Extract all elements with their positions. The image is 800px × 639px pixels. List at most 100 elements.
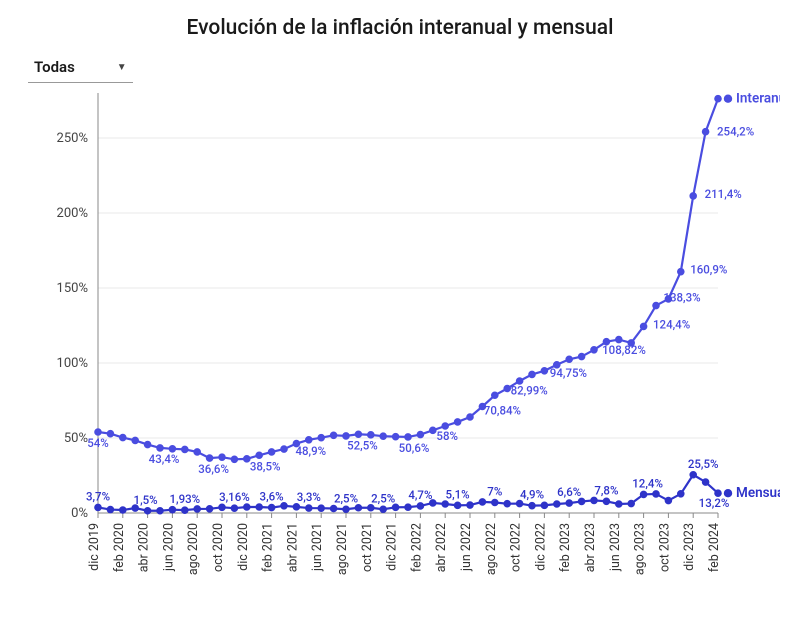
data-label: 50,6% [399, 441, 430, 455]
x-tick-label: jun 2021 [310, 523, 325, 572]
series-point [144, 441, 150, 447]
series-end-label: Mensual [736, 485, 780, 501]
data-label: 43,4% [149, 452, 180, 466]
series-point [95, 429, 101, 435]
data-label: 48,9% [295, 444, 326, 458]
x-tick-label: jun 2023 [608, 523, 623, 572]
series-point [529, 502, 535, 508]
series-point [281, 446, 287, 452]
x-tick-label: ago 2020 [186, 523, 201, 575]
series-point [678, 268, 684, 274]
series-point [640, 323, 646, 329]
series-point [616, 501, 622, 507]
series-point [603, 498, 609, 504]
x-tick-label: abr 2023 [583, 523, 598, 572]
x-tick-label: abr 2021 [285, 523, 300, 572]
data-label: 211,4% [705, 187, 742, 201]
series-point [355, 505, 361, 511]
series-point [392, 433, 398, 439]
x-tick-label: feb 2023 [558, 523, 573, 572]
series-point [504, 501, 510, 507]
series-point [702, 479, 708, 485]
series-point [157, 508, 163, 514]
data-label: 3,7% [86, 489, 110, 503]
series-point [678, 491, 684, 497]
series-point [268, 449, 274, 455]
series-point [690, 193, 696, 199]
series-point [467, 414, 473, 420]
data-label: 94,75% [550, 366, 587, 380]
series-point [256, 504, 262, 510]
data-label: 7,8% [594, 483, 618, 497]
inflation-chart: 0%50%100%150%200%250%dic 2019feb 2020abr… [20, 93, 780, 623]
series-point [653, 491, 659, 497]
series-point [219, 504, 225, 510]
series-end-label: Interanual [736, 93, 780, 107]
data-label: 3,16% [219, 490, 250, 504]
y-tick-label: 250% [57, 131, 88, 146]
series-point [144, 508, 150, 514]
series-point [554, 501, 560, 507]
series-point [417, 431, 423, 437]
series-point [368, 432, 374, 438]
series-point [665, 497, 671, 503]
series-point [306, 505, 312, 511]
y-tick-label: 150% [57, 281, 88, 296]
data-label: 138,3% [663, 291, 700, 305]
series-point [306, 437, 312, 443]
data-label: 4,7% [408, 488, 432, 502]
x-tick-label: oct 2021 [360, 523, 375, 572]
data-label: 2,5% [334, 491, 358, 505]
data-label: 1,5% [134, 493, 158, 507]
series-point [318, 435, 324, 441]
x-tick-label: dic 2022 [533, 523, 548, 571]
series-point [566, 356, 572, 362]
data-label: 3,6% [260, 490, 284, 504]
series-point [231, 456, 237, 462]
series-point [95, 504, 101, 510]
series-point [591, 347, 597, 353]
series-point [132, 437, 138, 443]
series-point [541, 368, 547, 374]
data-label: 1,93% [169, 492, 200, 506]
series-point [380, 433, 386, 439]
series-point [430, 427, 436, 433]
series-line-interanual [98, 99, 718, 460]
series-point [702, 129, 708, 135]
x-tick-label: feb 2020 [112, 523, 127, 572]
data-label: 2,5% [371, 491, 395, 505]
x-tick-label: dic 2021 [385, 523, 400, 571]
y-tick-label: 0% [71, 506, 88, 521]
dropdown-label: Todas [34, 58, 75, 76]
data-label: 25,5% [688, 457, 719, 471]
series-point [640, 491, 646, 497]
x-tick-label: oct 2023 [657, 523, 672, 572]
series-point [566, 500, 572, 506]
series-point [330, 432, 336, 438]
data-label: 82,99% [511, 384, 548, 398]
series-point [417, 503, 423, 509]
series-point [169, 507, 175, 513]
data-label: 276,2% [693, 93, 730, 94]
series-point [182, 507, 188, 513]
x-tick-label: abr 2022 [434, 523, 449, 572]
x-tick-label: feb 2024 [707, 523, 722, 572]
series-point [405, 434, 411, 440]
series-point [492, 392, 498, 398]
x-tick-label: abr 2020 [137, 523, 152, 572]
series-point [182, 446, 188, 452]
series-point [318, 505, 324, 511]
series-point [591, 497, 597, 503]
series-point [653, 302, 659, 308]
chart-title: Evolución de la inflación interanual y m… [20, 16, 780, 40]
series-point [541, 502, 547, 508]
series-point [194, 506, 200, 512]
series-point [157, 445, 163, 451]
x-tick-label: oct 2020 [211, 523, 226, 572]
series-point [120, 507, 126, 513]
x-tick-label: dic 2023 [682, 523, 697, 571]
series-point [206, 506, 212, 512]
series-filter-dropdown[interactable]: Todas ▼ [28, 54, 133, 83]
chevron-down-icon: ▼ [117, 62, 127, 73]
y-tick-label: 100% [57, 356, 88, 371]
